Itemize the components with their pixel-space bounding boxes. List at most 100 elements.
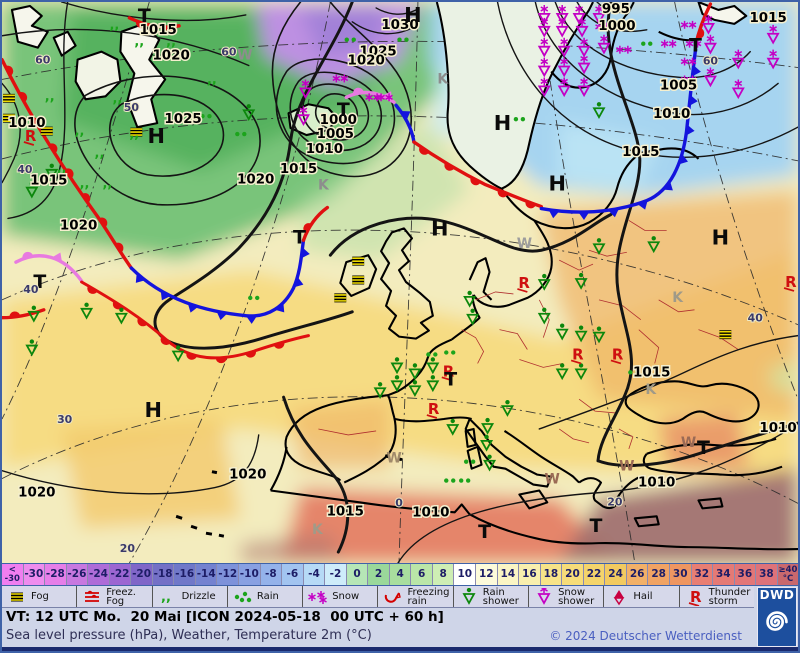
wx-symbol-snsh: [557, 57, 571, 78]
scale-cell-10: 10: [453, 564, 476, 585]
svg-text:,,: ,,: [166, 35, 176, 50]
scale-cell-8: 8: [431, 564, 454, 585]
wx-symbol-snsh: [557, 77, 571, 98]
svg-text:R: R: [612, 345, 624, 363]
svg-text:,,: ,,: [95, 146, 105, 161]
svg-text:R: R: [690, 588, 702, 606]
wx-symbol-sh: [390, 375, 404, 393]
scale-cell--30: -30: [22, 564, 45, 585]
isobar-label: 1015: [280, 162, 317, 177]
legend-label: Snow: [332, 591, 360, 602]
graticule-label: 20: [607, 495, 623, 508]
scale-cell-<-30: < -30: [2, 564, 23, 585]
pressure-center-H: H: [431, 216, 448, 240]
isobar-label: 1020: [237, 173, 274, 188]
scale-cell--10: -10: [238, 564, 260, 585]
dwd-spiral-icon: [766, 611, 788, 631]
legend-item-sncl: Snow: [303, 586, 379, 607]
scale-cell-34: 34: [712, 564, 734, 585]
fronts: [2, 2, 713, 364]
pressure-center-T: T: [689, 35, 702, 57]
airmass-label: W: [386, 451, 401, 467]
wx-symbol-sh: [114, 307, 128, 325]
legend-item-rncl: Rain: [228, 586, 304, 607]
wx-symbol-sh: [446, 418, 460, 436]
scale-cell-22: 22: [582, 564, 605, 585]
valid-time-line: VT: 12 UTC Mo. 20 Mai [ICON 2024-05-18 0…: [6, 609, 444, 625]
isobar-label: 1010: [412, 505, 449, 520]
wx-symbol-sh: [537, 273, 551, 291]
pressure-center-T: T: [590, 515, 603, 537]
legend-item-hail: Hail: [604, 586, 680, 607]
wx-symbol-snsh: [537, 57, 551, 78]
pressure-center-T: T: [33, 271, 46, 293]
bottom-strip: [2, 647, 798, 651]
svg-text:R: R: [518, 274, 530, 292]
map-labels: 1015102010251010101510201020102010201015…: [7, 2, 798, 556]
wx-symbol-rn: [200, 114, 212, 119]
graticule-label: 60: [703, 55, 719, 68]
wx-symbol-snsh: [555, 17, 569, 38]
pressure-center-T: T: [478, 521, 491, 543]
graticule-label: 30: [57, 413, 73, 426]
wx-symbol-sh: [463, 290, 477, 308]
fog-icon: [11, 592, 23, 601]
sncl-icon: [308, 590, 328, 604]
dwd-logo-text: DWD: [759, 588, 795, 602]
wx-symbol-sn: [680, 57, 697, 66]
wx-symbol-snsh: [537, 4, 551, 25]
wx-symbol-fog: [40, 126, 53, 136]
wx-symbol-snsh: [577, 54, 591, 75]
wx-symbol-sh: [500, 399, 514, 417]
scale-cell--8: -8: [259, 564, 282, 585]
scale-cell--4: -4: [302, 564, 325, 585]
wx-symbol-snsh: [577, 77, 591, 98]
wx-symbol-snsh: [537, 77, 551, 98]
wx-symbol-snsh: [703, 34, 717, 55]
isobar-label: 1010: [8, 116, 45, 131]
wx-symbol-sh: [242, 104, 256, 122]
legend-label: Hail: [633, 591, 653, 602]
wx-symbol-drz: ,,: [166, 35, 176, 50]
legend-item-sh: Rain shower: [454, 586, 530, 607]
svg-text:R: R: [443, 362, 455, 380]
legend-label: Thunder storm: [708, 586, 751, 607]
isobar-label: 1020: [60, 218, 97, 233]
scale-cell-36: 36: [733, 564, 756, 585]
wx-symbol-sh: [390, 357, 404, 375]
wx-symbol-fog: [334, 293, 347, 303]
wx-symbol-drz: ,,: [134, 35, 144, 50]
wx-symbol-fog: [130, 127, 143, 137]
graticule-label: 20: [120, 542, 136, 555]
wx-symbol-snsh: [555, 4, 569, 25]
wx-symbol-sh: [481, 417, 495, 435]
hail-icon: [613, 589, 625, 605]
wx-symbol-drz: ,,: [112, 91, 122, 106]
scale-cell--20: -20: [130, 564, 152, 585]
legend-label: Drizzle: [181, 591, 216, 602]
legend-item-fog: Fog: [2, 586, 78, 607]
isobar-label: 1015: [749, 11, 786, 26]
isobar-label: 995: [602, 2, 630, 17]
svg-text:,,: ,,: [45, 89, 55, 104]
pressure-center-T: T: [138, 5, 151, 27]
scale-cell-30: 30: [668, 564, 691, 585]
rncl-icon: [234, 591, 252, 602]
svg-text:,,: ,,: [57, 161, 67, 176]
isobars: [2, 2, 798, 563]
wx-symbol-sh: [480, 434, 494, 452]
wx-symbol-ts: R: [441, 362, 455, 382]
wx-symbol-sn: [365, 93, 381, 102]
wx-symbol-sh: [45, 163, 59, 181]
scale-cell--22: -22: [108, 564, 131, 585]
wx-symbol-snsh: [703, 67, 717, 88]
wx-symbol-rn: [235, 131, 247, 137]
svg-text:R: R: [428, 400, 440, 418]
map-area: ,,,,,,,,,,,,,,,,,,,,,,,, R R R R R R R 1015 1020…: [2, 2, 798, 563]
svg-text:,,: ,,: [134, 35, 144, 50]
graticule-label: 0: [395, 496, 403, 509]
legend-label: Rain: [256, 591, 279, 602]
isobar-label: 1020: [229, 468, 266, 483]
pressure-center-H: H: [548, 172, 565, 196]
scale-cell--2: -2: [324, 564, 346, 585]
